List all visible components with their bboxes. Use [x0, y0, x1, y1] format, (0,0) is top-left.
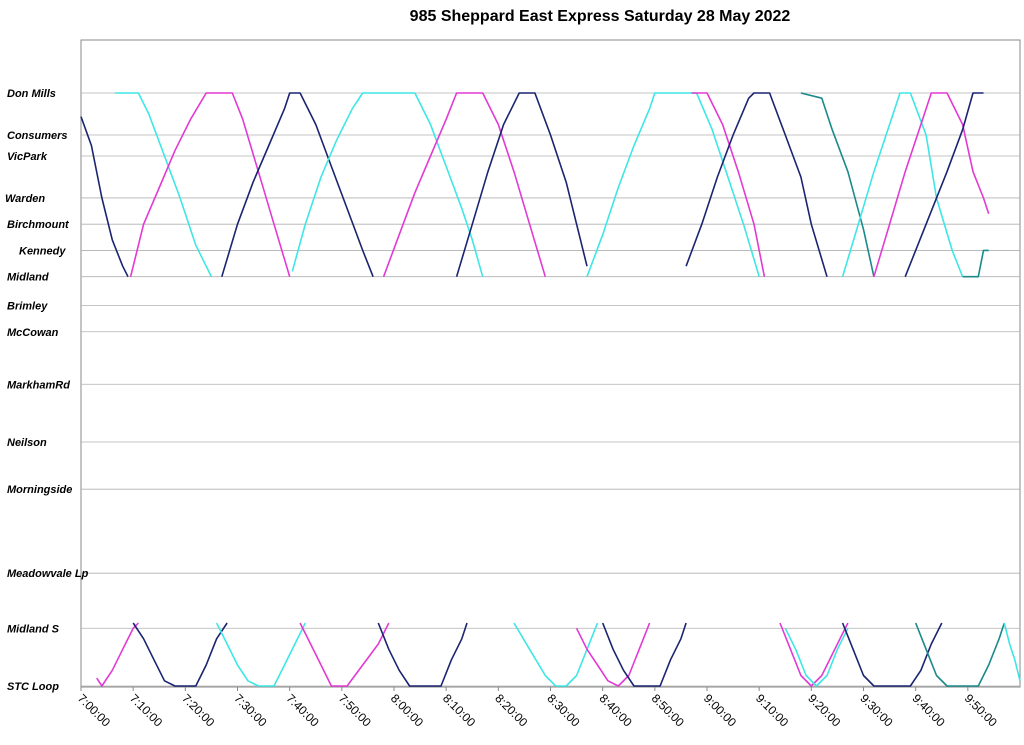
stop-label: Kennedy — [19, 245, 66, 257]
x-tick-label: 9:40:00 — [910, 691, 948, 729]
x-tick-label: 7:30:00 — [231, 691, 269, 729]
stop-label: VicPark — [7, 151, 48, 163]
x-tick-label: 7:00:00 — [75, 691, 113, 729]
series-line-magenta — [873, 92, 990, 277]
x-tick-label: 9:00:00 — [701, 691, 739, 729]
stop-label: MarkhamRd — [7, 379, 70, 391]
stop-label: Warden — [5, 193, 45, 205]
series-line-magenta — [779, 622, 849, 687]
series-line-dark — [841, 622, 943, 687]
series-line-dark — [132, 622, 228, 687]
series-line-cyan — [1003, 622, 1021, 681]
stop-label: Brimley — [7, 301, 48, 313]
series-line-magenta — [575, 622, 651, 687]
stop-label: Meadowvale Lp — [7, 568, 89, 580]
series-line-cyan — [215, 622, 307, 687]
stop-label: Birchmount — [7, 219, 70, 231]
stop-labels: Don Mills Consumers VicPark Warden Birchmoun… — [5, 88, 89, 693]
stop-label: Don Mills — [7, 88, 56, 100]
series-line-cyan — [114, 92, 213, 278]
series-line-cyan — [841, 92, 964, 277]
series-line-dark — [80, 116, 129, 278]
x-tick-label: 7:50:00 — [336, 691, 374, 729]
x-tick-label: 7:40:00 — [284, 691, 322, 729]
series-line-magenta — [299, 622, 390, 687]
x-tick-label: 7:20:00 — [179, 691, 217, 729]
stop-label: Midland S — [7, 623, 60, 635]
x-tick-label: 8:10:00 — [440, 691, 478, 729]
chart-title: 985 Sheppard East Express Saturday 28 Ma… — [409, 8, 791, 25]
series-line-teal — [962, 249, 989, 278]
x-tick-label: 9:20:00 — [805, 691, 843, 729]
stop-label: Neilson — [7, 437, 47, 449]
x-axis-tick-labels: 7:00:00 7:10:00 7:20:00 7:30:00 7:40:00 7:50:… — [75, 687, 1000, 730]
series-line-dark — [904, 92, 984, 277]
x-tick-label: 8:00:00 — [388, 691, 426, 729]
gridlines — [81, 92, 1020, 687]
x-tick-label: 8:30:00 — [544, 691, 582, 729]
x-tick-label: 9:10:00 — [753, 691, 791, 729]
series-line-dark — [377, 622, 468, 687]
series-layer — [80, 92, 1021, 687]
series-line-cyan — [513, 622, 599, 687]
series-line-dark — [455, 92, 588, 277]
series-line-cyan — [586, 92, 760, 277]
series-line-teal — [914, 622, 1006, 687]
x-tick-label: 8:50:00 — [649, 691, 687, 729]
series-line-dark — [221, 92, 374, 277]
x-tick-label: 9:30:00 — [857, 691, 895, 729]
series-line-cyan — [291, 92, 484, 277]
x-tick-label: 8:20:00 — [492, 691, 530, 729]
stop-label: Morningside — [7, 484, 72, 496]
series-line-magenta — [129, 92, 291, 277]
series-line-cyan — [784, 627, 849, 687]
x-tick-label: 9:50:00 — [962, 691, 1000, 729]
series-line-teal — [800, 92, 875, 277]
stop-label: McCowan — [7, 327, 59, 339]
series-line-dark — [601, 622, 687, 687]
x-tick-label: 8:40:00 — [597, 691, 635, 729]
stop-label: Consumers — [7, 130, 68, 142]
series-line-magenta — [382, 92, 547, 277]
x-tick-label: 7:10:00 — [127, 691, 165, 729]
stop-label: STC Loop — [7, 681, 59, 693]
stop-label: Midland — [7, 272, 49, 284]
series-line-magenta — [691, 92, 766, 277]
series-line-magenta — [96, 622, 139, 687]
series-line-dark — [685, 92, 828, 277]
